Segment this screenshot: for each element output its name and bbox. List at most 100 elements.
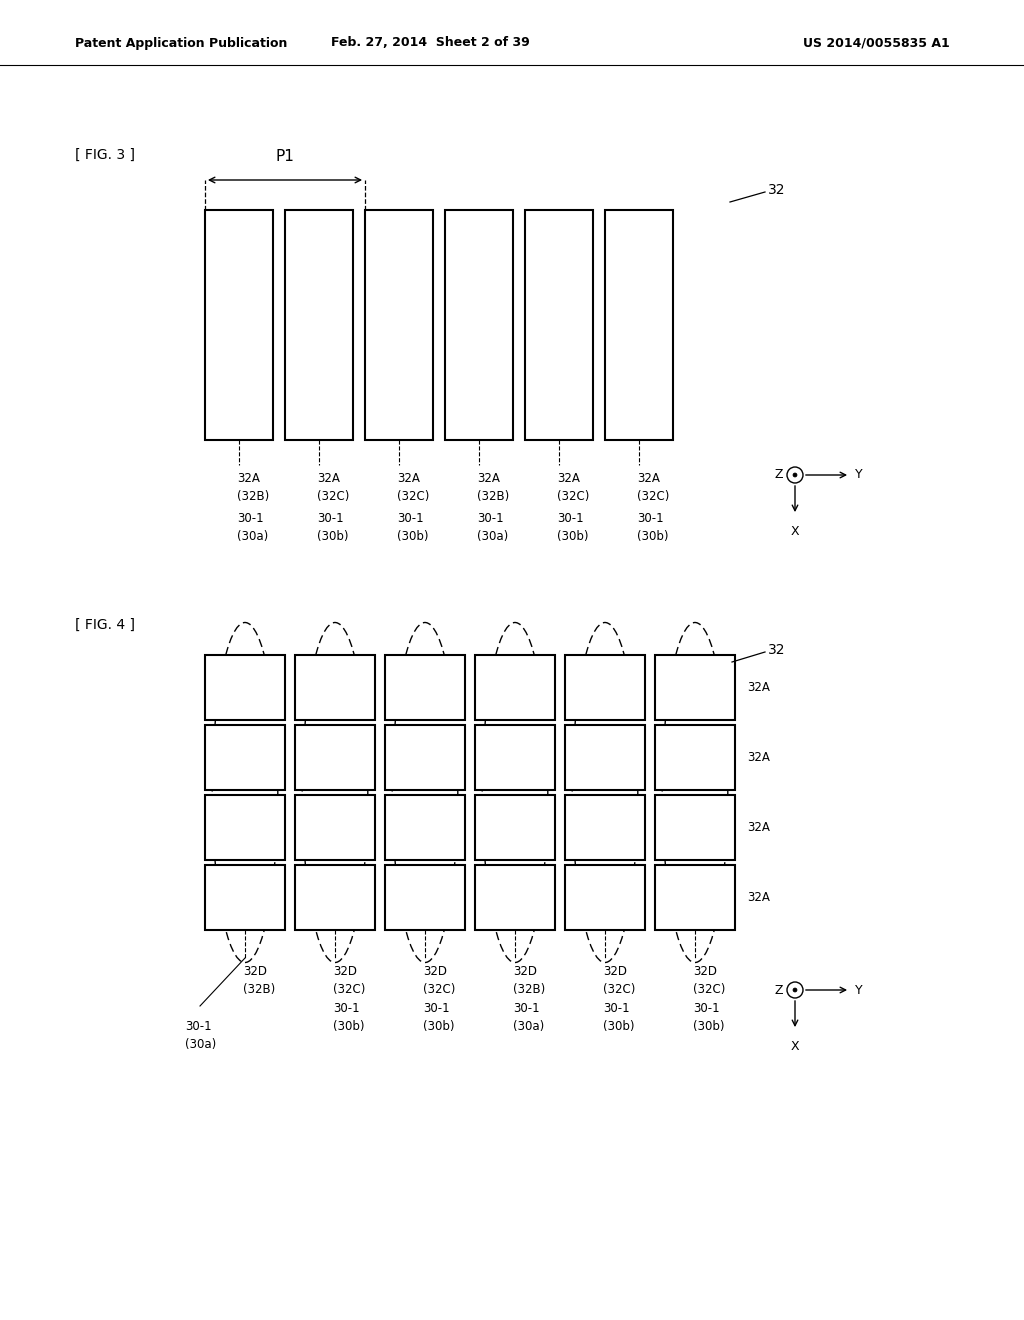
Bar [295,795,375,861]
Text: 32D: 32D [423,965,447,978]
Text: 32A: 32A [746,681,770,694]
Bar [565,795,645,861]
Text: 30-1: 30-1 [557,512,584,525]
Bar [385,725,465,789]
Text: 32A: 32A [397,473,420,484]
Text: (32C): (32C) [557,490,590,503]
Text: (32C): (32C) [317,490,349,503]
Text: 30-1: 30-1 [423,1002,450,1015]
Text: 32D: 32D [693,965,717,978]
Text: (32B): (32B) [513,983,545,997]
Text: 32A: 32A [237,473,260,484]
Text: 32A: 32A [477,473,500,484]
Text: 30-1: 30-1 [693,1002,720,1015]
Text: P1: P1 [275,149,295,164]
Bar [295,725,375,789]
Text: 30-1: 30-1 [237,512,263,525]
Text: (30b): (30b) [693,1020,725,1034]
Text: (30b): (30b) [397,531,428,543]
Bar [605,210,673,440]
Bar [205,210,273,440]
Bar [445,210,513,440]
Text: 30-1: 30-1 [513,1002,540,1015]
Bar [475,795,555,861]
Text: 32A: 32A [746,751,770,764]
Text: 30-1: 30-1 [397,512,424,525]
Circle shape [793,473,797,477]
Text: 32A: 32A [637,473,659,484]
Bar [205,795,285,861]
Bar [475,725,555,789]
Text: (30a): (30a) [477,531,508,543]
Text: (30b): (30b) [603,1020,635,1034]
Text: (32B): (32B) [243,983,275,997]
Text: 32D: 32D [243,965,267,978]
Bar [475,865,555,931]
Text: (32B): (32B) [477,490,509,503]
Text: Y: Y [855,469,862,482]
Text: 30-1: 30-1 [603,1002,630,1015]
Text: 30-1: 30-1 [333,1002,359,1015]
Bar [205,865,285,931]
Text: 32D: 32D [513,965,537,978]
Bar [385,655,465,719]
Text: 32A: 32A [746,891,770,904]
Text: (30b): (30b) [637,531,669,543]
Text: 30-1: 30-1 [477,512,504,525]
Bar [655,795,735,861]
Text: (30a): (30a) [513,1020,544,1034]
Text: (32C): (32C) [693,983,725,997]
Text: (32C): (32C) [603,983,635,997]
Bar [285,210,353,440]
Text: Patent Application Publication: Patent Application Publication [75,37,288,49]
Text: 32D: 32D [603,965,627,978]
Text: (30a): (30a) [237,531,268,543]
Bar [365,210,433,440]
Circle shape [793,987,797,993]
Circle shape [787,467,803,483]
Bar [565,865,645,931]
Text: (32C): (32C) [637,490,670,503]
Bar [655,655,735,719]
Text: 32D: 32D [333,965,357,978]
Text: 32A: 32A [746,821,770,834]
Text: 32: 32 [768,183,785,197]
Bar [385,865,465,931]
Text: (30b): (30b) [317,531,348,543]
Text: (30b): (30b) [423,1020,455,1034]
Text: (30b): (30b) [333,1020,365,1034]
Bar [565,655,645,719]
Bar [565,725,645,789]
Bar [475,655,555,719]
Bar [525,210,593,440]
Text: (30b): (30b) [557,531,589,543]
Text: US 2014/0055835 A1: US 2014/0055835 A1 [803,37,950,49]
Circle shape [787,982,803,998]
Text: Z: Z [774,983,783,997]
Text: 32: 32 [768,643,785,657]
Text: (32C): (32C) [397,490,429,503]
Bar [655,725,735,789]
Bar [295,655,375,719]
Bar [655,865,735,931]
Bar [205,725,285,789]
Text: [ FIG. 4 ]: [ FIG. 4 ] [75,618,135,632]
Bar [295,865,375,931]
Text: [ FIG. 3 ]: [ FIG. 3 ] [75,148,135,162]
Text: X: X [791,525,800,539]
Bar [385,795,465,861]
Text: 30-1: 30-1 [185,1020,212,1034]
Text: Feb. 27, 2014  Sheet 2 of 39: Feb. 27, 2014 Sheet 2 of 39 [331,37,529,49]
Text: Z: Z [774,469,783,482]
Text: (32C): (32C) [423,983,456,997]
Text: 30-1: 30-1 [637,512,664,525]
Text: 32A: 32A [557,473,580,484]
Text: 32A: 32A [317,473,340,484]
Text: (32C): (32C) [333,983,366,997]
Text: Y: Y [855,983,862,997]
Bar [205,655,285,719]
Text: 30-1: 30-1 [317,512,344,525]
Text: (32B): (32B) [237,490,269,503]
Text: X: X [791,1040,800,1053]
Text: (30a): (30a) [185,1038,216,1051]
